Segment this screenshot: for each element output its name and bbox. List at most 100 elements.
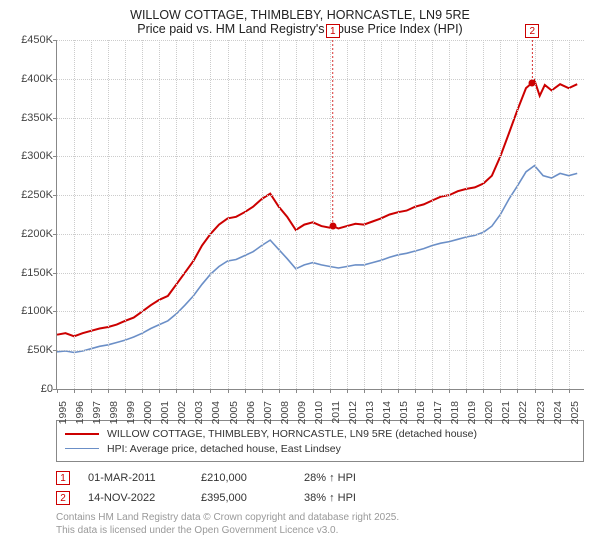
legend-label: HPI: Average price, detached house, East… — [107, 443, 341, 455]
xtick-mark — [466, 389, 467, 393]
ytick-mark — [53, 40, 57, 41]
xtick-mark — [193, 389, 194, 393]
gridline-v — [296, 40, 297, 389]
gridline-v — [449, 40, 450, 389]
xtick-label: 2000 — [142, 401, 154, 424]
xtick-label: 2025 — [569, 401, 581, 424]
tx-pct: 28% ↑ HPI — [304, 472, 394, 484]
gridline-v — [228, 40, 229, 389]
xtick-mark — [142, 389, 143, 393]
ytick-label: £0 — [11, 383, 53, 395]
xtick-mark — [296, 389, 297, 393]
tx-date: 01-MAR-2011 — [88, 472, 183, 484]
chart-plot-area: £0£50K£100K£150K£200K£250K£300K£350K£400… — [56, 40, 584, 390]
xtick-label: 2024 — [552, 401, 564, 424]
tx-price: £395,000 — [201, 492, 286, 504]
tx-price: £210,000 — [201, 472, 286, 484]
gridline-v — [432, 40, 433, 389]
xtick-mark — [91, 389, 92, 393]
legend: WILLOW COTTAGE, THIMBLEBY, HORNCASTLE, L… — [56, 420, 584, 462]
chart-container: WILLOW COTTAGE, THIMBLEBY, HORNCASTLE, L… — [0, 0, 600, 560]
xtick-label: 2019 — [466, 401, 478, 424]
gridline-v — [535, 40, 536, 389]
gridline-h — [57, 311, 584, 312]
gridline-v — [210, 40, 211, 389]
xtick-label: 2016 — [415, 401, 427, 424]
xtick-label: 2005 — [228, 401, 240, 424]
xtick-mark — [535, 389, 536, 393]
xtick-mark — [517, 389, 518, 393]
xtick-mark — [398, 389, 399, 393]
xtick-mark — [483, 389, 484, 393]
xtick-mark — [279, 389, 280, 393]
legend-label: WILLOW COTTAGE, THIMBLEBY, HORNCASTLE, L… — [107, 428, 477, 440]
xtick-mark — [313, 389, 314, 393]
tx-marker-box: 2 — [525, 24, 539, 38]
ytick-label: £50K — [11, 344, 53, 356]
xtick-mark — [330, 389, 331, 393]
legend-row: WILLOW COTTAGE, THIMBLEBY, HORNCASTLE, L… — [65, 426, 575, 441]
xtick-label: 2010 — [313, 401, 325, 424]
ytick-mark — [53, 273, 57, 274]
source-note: Contains HM Land Registry data © Crown c… — [56, 512, 584, 537]
xtick-mark — [415, 389, 416, 393]
xtick-mark — [159, 389, 160, 393]
gridline-v — [193, 40, 194, 389]
tx-date: 14-NOV-2022 — [88, 492, 183, 504]
tx-marker-dot — [329, 223, 336, 230]
ytick-label: £100K — [11, 305, 53, 317]
tx-pct: 38% ↑ HPI — [304, 492, 394, 504]
xtick-label: 2007 — [262, 401, 274, 424]
gridline-v — [483, 40, 484, 389]
gridline-v — [313, 40, 314, 389]
xtick-mark — [432, 389, 433, 393]
gridline-v — [398, 40, 399, 389]
gridline-v — [381, 40, 382, 389]
ytick-label: £450K — [11, 34, 53, 46]
xtick-label: 1998 — [108, 401, 120, 424]
xtick-mark — [125, 389, 126, 393]
gridline-h — [57, 156, 584, 157]
ytick-mark — [53, 79, 57, 80]
xtick-label: 2006 — [245, 401, 257, 424]
xtick-mark — [364, 389, 365, 393]
tx-marker-box: 1 — [326, 24, 340, 38]
xtick-mark — [347, 389, 348, 393]
xtick-mark — [210, 389, 211, 393]
gridline-v — [91, 40, 92, 389]
xtick-mark — [552, 389, 553, 393]
source-note-line-1: Contains HM Land Registry data © Crown c… — [56, 512, 584, 525]
gridline-h — [57, 234, 584, 235]
gridline-v — [347, 40, 348, 389]
tx-index-box: 2 — [56, 491, 70, 505]
gridline-h — [57, 79, 584, 80]
gridline-h — [57, 195, 584, 196]
xtick-label: 2023 — [535, 401, 547, 424]
gridline-v — [245, 40, 246, 389]
title-block: WILLOW COTTAGE, THIMBLEBY, HORNCASTLE, L… — [10, 8, 590, 36]
series-price_paid — [57, 80, 577, 336]
xtick-mark — [262, 389, 263, 393]
xtick-label: 2001 — [159, 401, 171, 424]
xtick-label: 1997 — [91, 401, 103, 424]
xtick-label: 2017 — [432, 401, 444, 424]
series-hpi — [57, 166, 577, 353]
gridline-v — [569, 40, 570, 389]
gridline-v — [517, 40, 518, 389]
legend-swatch — [65, 433, 99, 435]
tx-row: 101-MAR-2011£210,00028% ↑ HPI — [56, 468, 584, 488]
ytick-mark — [53, 156, 57, 157]
tx-marker-dot — [529, 79, 536, 86]
xtick-label: 2008 — [279, 401, 291, 424]
gridline-v — [415, 40, 416, 389]
ytick-label: £200K — [11, 228, 53, 240]
xtick-label: 2002 — [176, 401, 188, 424]
gridline-v — [500, 40, 501, 389]
ytick-label: £350K — [11, 112, 53, 124]
gridline-v — [108, 40, 109, 389]
gridline-v — [176, 40, 177, 389]
xtick-mark — [228, 389, 229, 393]
xtick-label: 2011 — [330, 401, 342, 424]
gridline-v — [125, 40, 126, 389]
gridline-v — [159, 40, 160, 389]
